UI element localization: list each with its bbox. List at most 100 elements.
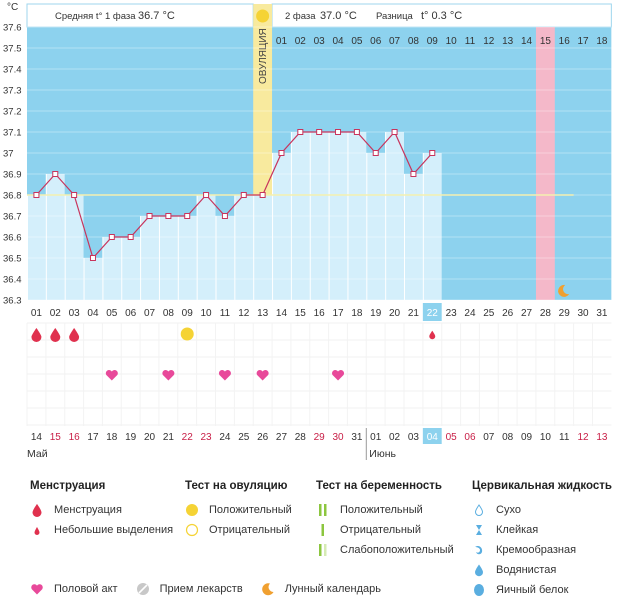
moon-icon: [558, 284, 570, 297]
temperature-point: [335, 129, 342, 135]
cycle-day-label: 28: [540, 308, 552, 319]
cycle-day-label: 05: [106, 308, 118, 319]
cycle-day-label: 09: [182, 308, 194, 319]
y-tick-label: 36.6: [3, 233, 22, 244]
phase2-day-number: 05: [351, 36, 363, 47]
legend-ovtest-positive-item: Положительный: [185, 500, 292, 520]
temperature-point: [372, 150, 379, 156]
small-drop-icon: [30, 523, 44, 537]
y-tick-label: 36.4: [3, 275, 22, 286]
cycle-day-label: 16: [314, 308, 326, 319]
y-tick-label: 36.9: [3, 170, 22, 181]
cycle-day-label: 18: [351, 308, 363, 319]
legend-pregnancy-test: Тест на беременность Положительный Отриц…: [316, 480, 454, 560]
phase2-day-number: 01: [276, 36, 288, 47]
ovtest-positive-icon: [185, 503, 199, 517]
calendar-date-label: 30: [332, 432, 344, 443]
temperature-point: [391, 129, 398, 135]
cycle-day-label: 24: [464, 308, 476, 319]
legend: Менструация Менструация Небольшие выделе…: [0, 470, 626, 596]
menstruation-drop-icon: [31, 328, 42, 342]
calendar-date-label: 29: [314, 432, 326, 443]
phase2-day-number: 13: [502, 36, 514, 47]
ovulation-sun-icon: [256, 9, 270, 23]
legend-moon-item: Лунный календарь: [261, 579, 381, 599]
pregtest-negative-icon: [316, 523, 330, 537]
ovtest-negative-icon: [185, 523, 199, 537]
legend-bottom-row: Половой акт Прием лекарств Лунный календ…: [30, 579, 381, 599]
legend-intercourse-label: Половой акт: [54, 583, 118, 595]
calendar-date-label: 21: [163, 432, 175, 443]
heart-icon: [332, 369, 345, 381]
phase2-day-number: 16: [559, 36, 571, 47]
heart-icon: [256, 369, 269, 381]
temperature-point: [429, 150, 436, 156]
phase2-day-number: 02: [295, 36, 307, 47]
calendar-date-label: 28: [295, 432, 307, 443]
phase2-day-number: 15: [540, 36, 552, 47]
cervical-watery-icon: [472, 563, 486, 577]
temperature-point: [410, 171, 417, 177]
legend-cervical-sticky-label: Клейкая: [496, 524, 539, 536]
cycle-day-label: 13: [257, 308, 269, 319]
y-tick-label: 37.2: [3, 107, 22, 118]
cycle-day-label: 08: [163, 308, 175, 319]
cycle-day-label: 11: [220, 308, 231, 319]
y-tick-label: 37.1: [3, 128, 22, 139]
calendar-date-label: 08: [502, 432, 514, 443]
cycle-day-label: 25: [483, 308, 495, 319]
calendar-date-label: 09: [521, 432, 533, 443]
calendar-date-label: 02: [389, 432, 401, 443]
cycle-day-label: 04: [87, 308, 99, 319]
phase2-day-number: 18: [596, 36, 608, 47]
temperature-point: [89, 255, 96, 261]
phase2-label: 2 фаза: [285, 11, 316, 22]
legend-pregtest-weak-label: Слабоположительный: [340, 544, 454, 556]
calendar-date-label: 25: [238, 432, 250, 443]
heart-icon: [30, 582, 44, 596]
legend-menstruation: Менструация Менструация Небольшие выделе…: [30, 480, 173, 540]
current-day-highlight: [422, 303, 442, 321]
phase2-day-number: 07: [389, 36, 401, 47]
temperature-point: [240, 192, 247, 198]
calendar-date-label: 13: [596, 432, 608, 443]
heart-icon: [162, 369, 175, 381]
calendar-date-label: 16: [69, 432, 81, 443]
legend-cervical-title: Цервикальная жидкость: [472, 480, 612, 492]
temperature-point: [127, 234, 134, 240]
legend-menstruation-label: Менструация: [54, 504, 122, 516]
cycle-day-label: 03: [69, 308, 81, 319]
menstruation-drop-icon: [69, 328, 80, 342]
calendar-date-label: 10: [540, 432, 552, 443]
calendar-date-label: 23: [201, 432, 213, 443]
temperature-point: [297, 129, 304, 135]
legend-pregtest-negative-label: Отрицательный: [340, 524, 421, 536]
heart-icon: [218, 369, 231, 381]
calendar-date-label: 27: [276, 432, 288, 443]
temperature-point: [203, 192, 210, 198]
cycle-day-label: 23: [446, 308, 458, 319]
y-tick-label: 37.6: [3, 23, 22, 34]
legend-spotting-label: Небольшие выделения: [54, 524, 174, 536]
cycle-day-label: 01: [31, 308, 43, 319]
blood-drop-icon: [30, 503, 44, 517]
phase2-day-number: 03: [314, 36, 326, 47]
legend-cervical-creamy-item: Кремообразная: [472, 540, 612, 560]
calendar-date-label: 03: [408, 432, 420, 443]
calendar-date-label: 06: [464, 432, 476, 443]
cycle-day-label: 14: [276, 308, 288, 319]
legend-cervical: Цервикальная жидкость Сухо Клейкая Кремо…: [472, 480, 612, 600]
cycle-day-label: 27: [521, 308, 533, 319]
cycle-day-label: 20: [389, 308, 401, 319]
cycle-day-label: 15: [295, 308, 307, 319]
calendar-date-label: 14: [31, 432, 43, 443]
legend-cervical-watery-label: Водянистая: [496, 564, 557, 576]
temperature-point: [108, 234, 115, 240]
cycle-day-label: 31: [596, 308, 608, 319]
calendar-date-label: 04: [427, 432, 439, 443]
legend-ovtest-positive-label: Положительный: [209, 504, 292, 516]
cycle-day-label: 02: [50, 308, 62, 319]
y-unit-label: °C: [7, 2, 18, 13]
expected-period-column: [535, 27, 555, 300]
legend-spotting-item: Небольшие выделения: [30, 520, 173, 540]
